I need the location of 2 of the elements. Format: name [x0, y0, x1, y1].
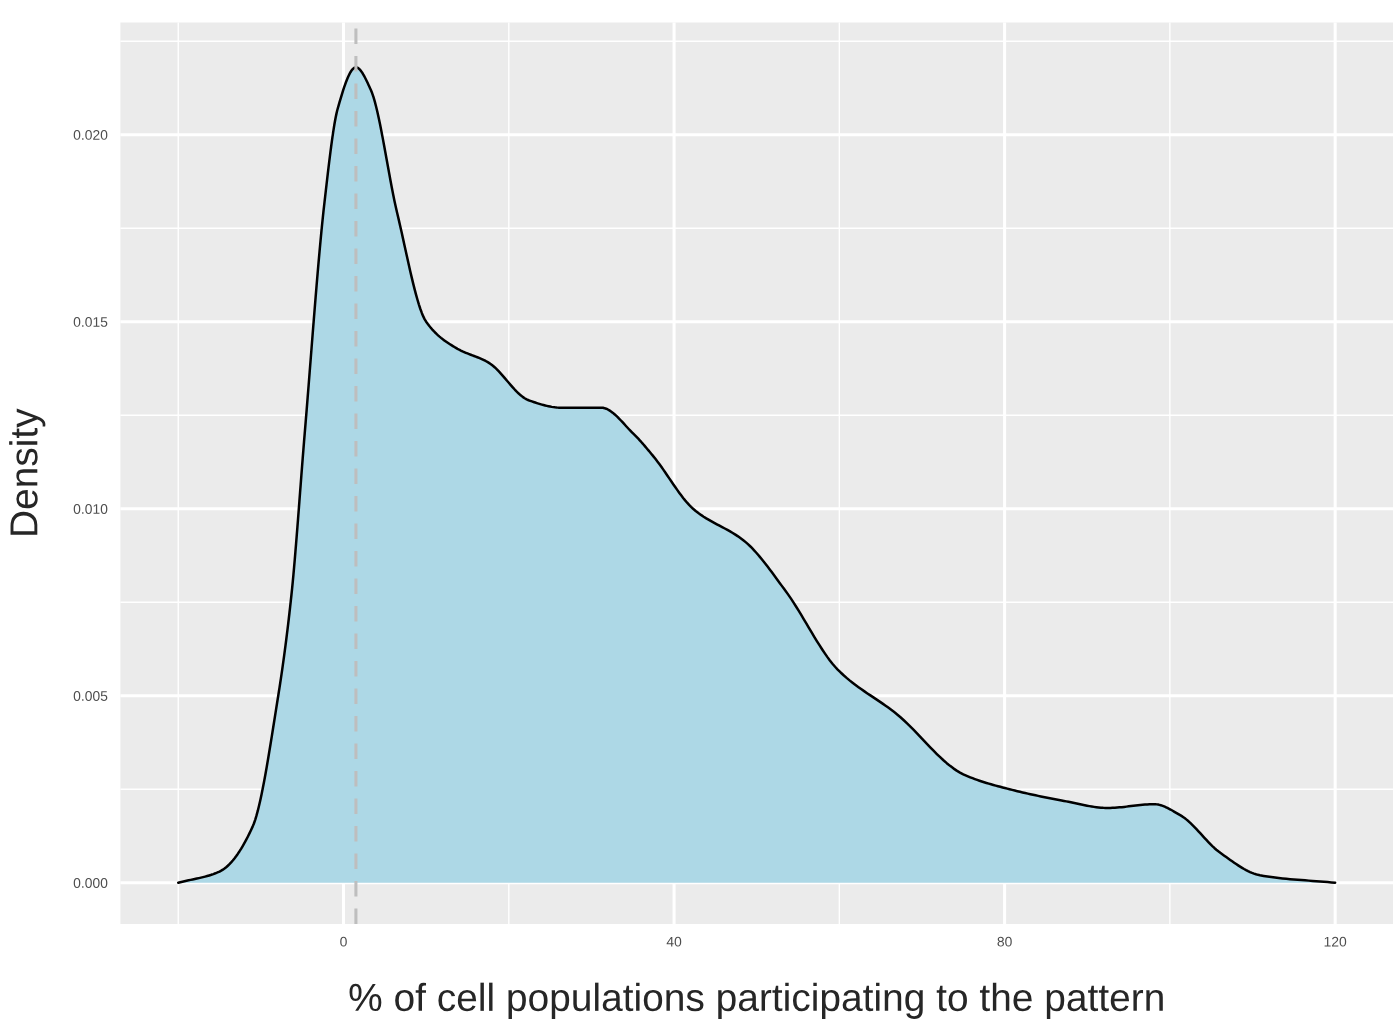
- x-axis-title: % of cell populations participating to the pattern: [349, 982, 1163, 1019]
- y-axis-title: Density: [9, 408, 46, 535]
